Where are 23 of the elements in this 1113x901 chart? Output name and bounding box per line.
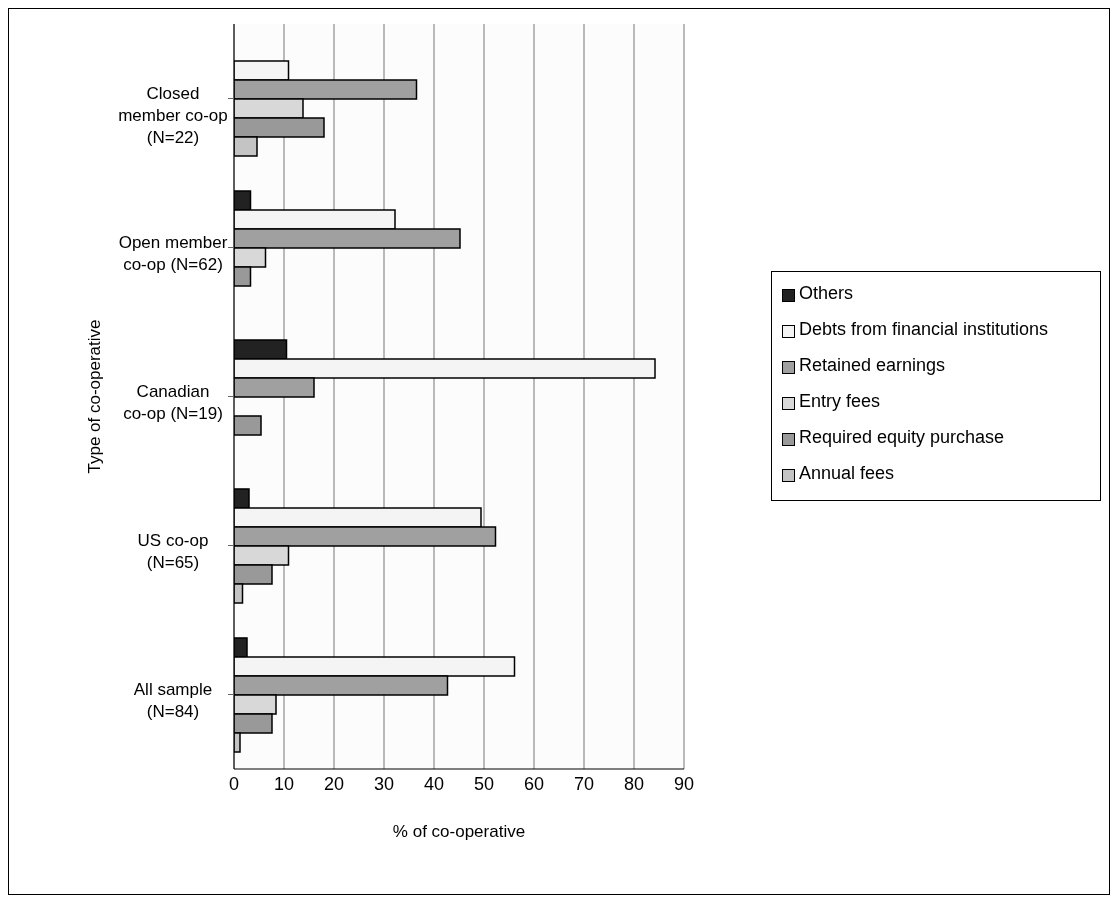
legend-label: Annual fees	[799, 462, 895, 484]
legend-label: Entry fees	[799, 390, 881, 412]
y-tick-label: Open member co-op (N=62)	[118, 232, 228, 274]
x-tick-label: 70	[573, 773, 595, 794]
y-tick-label: Closed member co-op (N=22)	[118, 83, 228, 147]
legend-label: Required equity purchase	[799, 426, 1005, 448]
x-tick-label: 80	[623, 773, 645, 794]
x-tick-label: 50	[473, 773, 495, 794]
legend-label: Debts from financial institutions	[799, 318, 1049, 340]
y-tick-label: US co-op (N=65)	[137, 530, 209, 572]
legend-label: Others	[799, 282, 854, 304]
x-tick-label: 30	[373, 773, 395, 794]
legend-label: Retained earnings	[799, 354, 946, 376]
x-tick-label: 40	[423, 773, 445, 794]
x-tick-label: 0	[228, 773, 240, 794]
y-tick-label: All sample (N=84)	[133, 679, 213, 721]
x-tick-label: 60	[523, 773, 545, 794]
y-tick-label: Canadian co-op (N=19)	[123, 381, 223, 423]
x-tick-label: 20	[323, 773, 345, 794]
x-tick-label: 90	[673, 773, 695, 794]
x-tick-label: 10	[273, 773, 295, 794]
x-axis-title: % of co-operative	[392, 822, 526, 841]
y-axis-title: Type of co-operative	[85, 319, 105, 474]
